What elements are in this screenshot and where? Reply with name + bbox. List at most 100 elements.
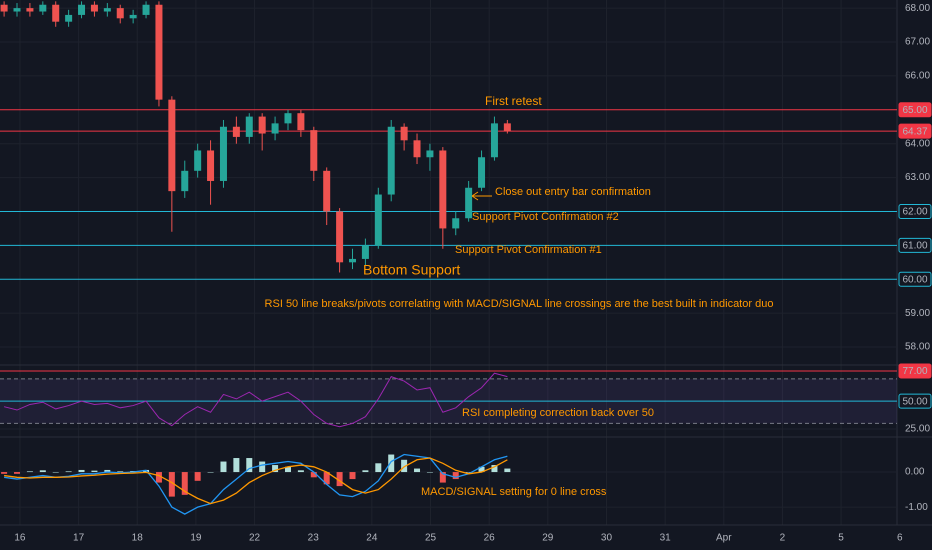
level-badge — [898, 393, 932, 409]
x-tick-label: 30 — [601, 533, 613, 544]
histogram-bar — [220, 461, 227, 473]
histogram-bar — [91, 470, 98, 473]
y-tick-label: 58.00 — [905, 342, 930, 353]
histogram-bar — [465, 472, 472, 473]
level-badge — [898, 123, 932, 139]
histogram-bar — [272, 465, 279, 473]
candle-body — [400, 126, 408, 141]
y-tick-label: -1.00 — [905, 502, 928, 513]
candle-body — [0, 4, 8, 12]
candle-body — [78, 4, 86, 15]
candle-body — [310, 130, 318, 171]
histogram-bar — [504, 468, 511, 473]
annotation: MACD/SIGNAL setting for 0 line cross — [421, 486, 607, 498]
candle-body — [13, 8, 21, 12]
histogram-bar — [259, 461, 266, 473]
candle-body — [413, 140, 421, 158]
histogram-bar — [39, 470, 46, 473]
candle-body — [245, 116, 253, 137]
y-tick-label: 59.00 — [905, 308, 930, 319]
level-label: 62.00 — [902, 207, 927, 218]
x-tick-label: 6 — [897, 533, 903, 544]
candle-body — [503, 123, 511, 132]
candle-body — [168, 99, 176, 192]
x-tick-label: 24 — [366, 533, 378, 544]
candle-body — [142, 4, 150, 15]
candle-body — [65, 14, 73, 22]
candle-body — [103, 8, 111, 12]
histogram-bar — [246, 458, 253, 473]
annotation: Support Pivot Confirmation #2 — [472, 211, 619, 223]
level-label: 50.00 — [902, 396, 927, 407]
histogram-bar — [194, 472, 201, 481]
histogram-bar — [284, 466, 291, 473]
x-tick-label: 17 — [73, 533, 85, 544]
macd-line — [4, 453, 508, 515]
x-tick-label: 18 — [132, 533, 144, 544]
candle-body — [129, 14, 137, 19]
candle-body — [374, 194, 382, 246]
level-badge — [898, 237, 932, 253]
x-tick-label: 23 — [308, 533, 320, 544]
annotation: RSI 50 line breaks/pivots correlating wi… — [265, 298, 774, 310]
histogram-bar — [478, 466, 485, 473]
candle-body — [271, 123, 279, 134]
candle-body — [39, 4, 47, 12]
x-tick-label: 2 — [780, 533, 786, 544]
histogram-bar — [181, 472, 188, 495]
candle-body — [116, 8, 124, 19]
histogram-bar — [1, 472, 8, 474]
histogram-bar — [439, 472, 446, 483]
level-badge — [898, 363, 932, 379]
histogram-bar — [65, 471, 72, 473]
candle-body — [297, 113, 305, 131]
histogram-bar — [168, 472, 175, 497]
histogram-bar — [117, 471, 124, 473]
y-tick-label: 25.00 — [905, 424, 930, 435]
histogram-bar — [14, 472, 21, 474]
histogram-bar — [155, 472, 162, 483]
histogram-bar — [52, 472, 59, 473]
level-label: 65.00 — [902, 105, 927, 116]
candle-body — [181, 170, 189, 192]
histogram-bar — [414, 468, 421, 473]
candle-body — [52, 4, 60, 22]
x-tick-label: 25 — [425, 533, 437, 544]
annotation: First retest — [485, 94, 542, 108]
level-label: 77.00 — [902, 366, 927, 377]
level-badge — [898, 203, 932, 219]
arrow-head — [471, 191, 479, 201]
histogram-bar — [207, 472, 214, 473]
annotation: Support Pivot Confirmation #1 — [455, 244, 602, 256]
candle-body — [90, 4, 98, 12]
x-tick-label: 5 — [838, 533, 844, 544]
candle-body — [284, 113, 292, 124]
candle-body — [349, 258, 357, 263]
candle-body — [194, 150, 202, 171]
x-tick-label: 26 — [484, 533, 496, 544]
candle-body — [478, 157, 486, 188]
histogram-bar — [233, 458, 240, 473]
histogram-bar — [323, 472, 330, 485]
y-tick-label: 67.00 — [905, 37, 930, 48]
candle-body — [490, 123, 498, 158]
level-label: 60.00 — [902, 274, 927, 285]
candle-body — [26, 8, 34, 12]
y-tick-label: 68.00 — [905, 3, 930, 14]
annotation: Close out entry bar confirmation — [495, 186, 651, 198]
x-tick-label: 19 — [190, 533, 202, 544]
histogram-bar — [388, 454, 395, 473]
x-tick-label: 22 — [249, 533, 261, 544]
y-tick-label: 63.00 — [905, 172, 930, 183]
histogram-bar — [297, 470, 304, 473]
candle-body — [336, 211, 344, 263]
y-tick-label: 64.00 — [905, 138, 930, 149]
level-label: 61.00 — [902, 241, 927, 252]
candle-body — [426, 150, 434, 158]
candle-body — [439, 150, 447, 229]
candle-body — [219, 126, 227, 181]
histogram-bar — [452, 472, 459, 480]
